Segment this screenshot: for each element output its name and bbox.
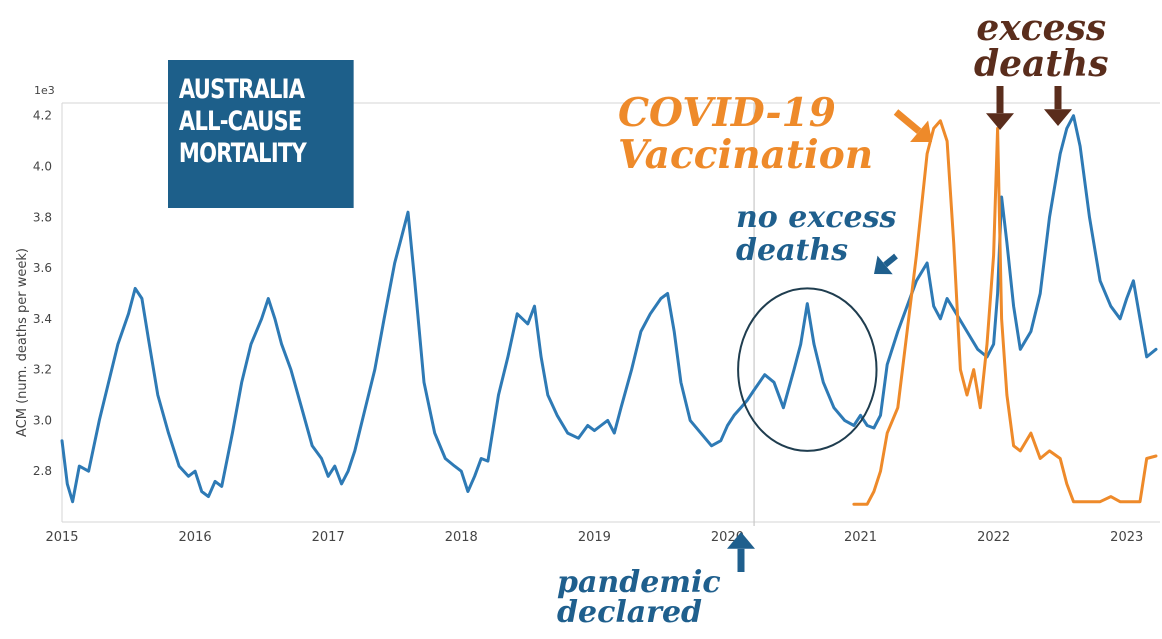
arrow-shaft <box>893 109 922 134</box>
x-tick-label: 2015 <box>45 530 78 545</box>
excess-line-2: deaths <box>974 43 1109 85</box>
no-excess-deaths-annotation: no excess deaths <box>736 201 896 267</box>
x-tick-label: 2017 <box>312 530 345 545</box>
chart-overlay <box>727 86 1072 572</box>
excess-arrow-left <box>986 86 1014 130</box>
excess-arrow-right <box>1044 86 1072 126</box>
arrow-head <box>727 532 755 549</box>
title-line-1: AUSTRALIA <box>178 74 305 105</box>
vaccination-line-1: COVID-19 <box>618 90 836 136</box>
vaccination-series-line <box>852 119 1158 506</box>
y-axis-label: ACM (num. deaths per week) <box>15 248 30 437</box>
y-tick-label: 2.8 <box>33 464 52 478</box>
x-tick-label: 2021 <box>844 530 877 545</box>
vaccination-arrow <box>893 109 932 142</box>
vaccination-line-2: Vaccination <box>618 132 874 178</box>
no-excess-line-2: deaths <box>736 233 849 268</box>
excess-deaths-annotation: excess deaths <box>974 10 1108 82</box>
y-tick-label: 3.6 <box>33 261 52 275</box>
no-excess-line-1: no excess <box>736 200 897 235</box>
y-tick-label: 3.4 <box>33 312 52 326</box>
pandemic-line-2: declared <box>557 595 703 630</box>
x-tick-label: 2023 <box>1110 530 1143 545</box>
pandemic-line-1: pandemic <box>557 565 721 600</box>
no-excess-arrow <box>874 253 898 275</box>
x-tick-label: 2019 <box>578 530 611 545</box>
highlight-circle <box>737 287 878 452</box>
x-tick-label: 2016 <box>179 530 212 545</box>
arrow-head <box>986 113 1014 130</box>
chart-title: AUSTRALIA ALL-CAUSE MORTALITY <box>168 60 354 208</box>
x-tick-label: 2022 <box>977 530 1010 545</box>
title-line-3: MORTALITY <box>178 138 307 169</box>
arrow-head <box>910 120 932 142</box>
excess-line-1: excess <box>976 7 1107 49</box>
y-tick-label: 3.8 <box>33 210 52 224</box>
vaccination-annotation: COVID-19 Vaccination <box>618 92 873 176</box>
axes: 2015 2016 2017 2018 2019 2020 2021 2022 20232.83… <box>15 84 1160 545</box>
pandemic-arrow <box>727 532 755 572</box>
arrow-shaft <box>883 253 898 268</box>
y-tick-label: 4.0 <box>33 159 52 173</box>
y-tick-label: 3.2 <box>33 363 52 377</box>
title-line-2: ALL-CAUSE <box>178 106 302 137</box>
arrow-head <box>1044 109 1072 126</box>
x-tick-label: 2018 <box>445 530 478 545</box>
y-scale-label: 1e3 <box>34 84 55 97</box>
series-lines <box>60 114 1158 506</box>
y-tick-label: 3.0 <box>33 413 52 427</box>
y-tick-label: 4.2 <box>33 109 52 123</box>
pandemic-declared-annotation: pandemic declared <box>557 568 721 628</box>
arrow-head <box>874 255 893 275</box>
